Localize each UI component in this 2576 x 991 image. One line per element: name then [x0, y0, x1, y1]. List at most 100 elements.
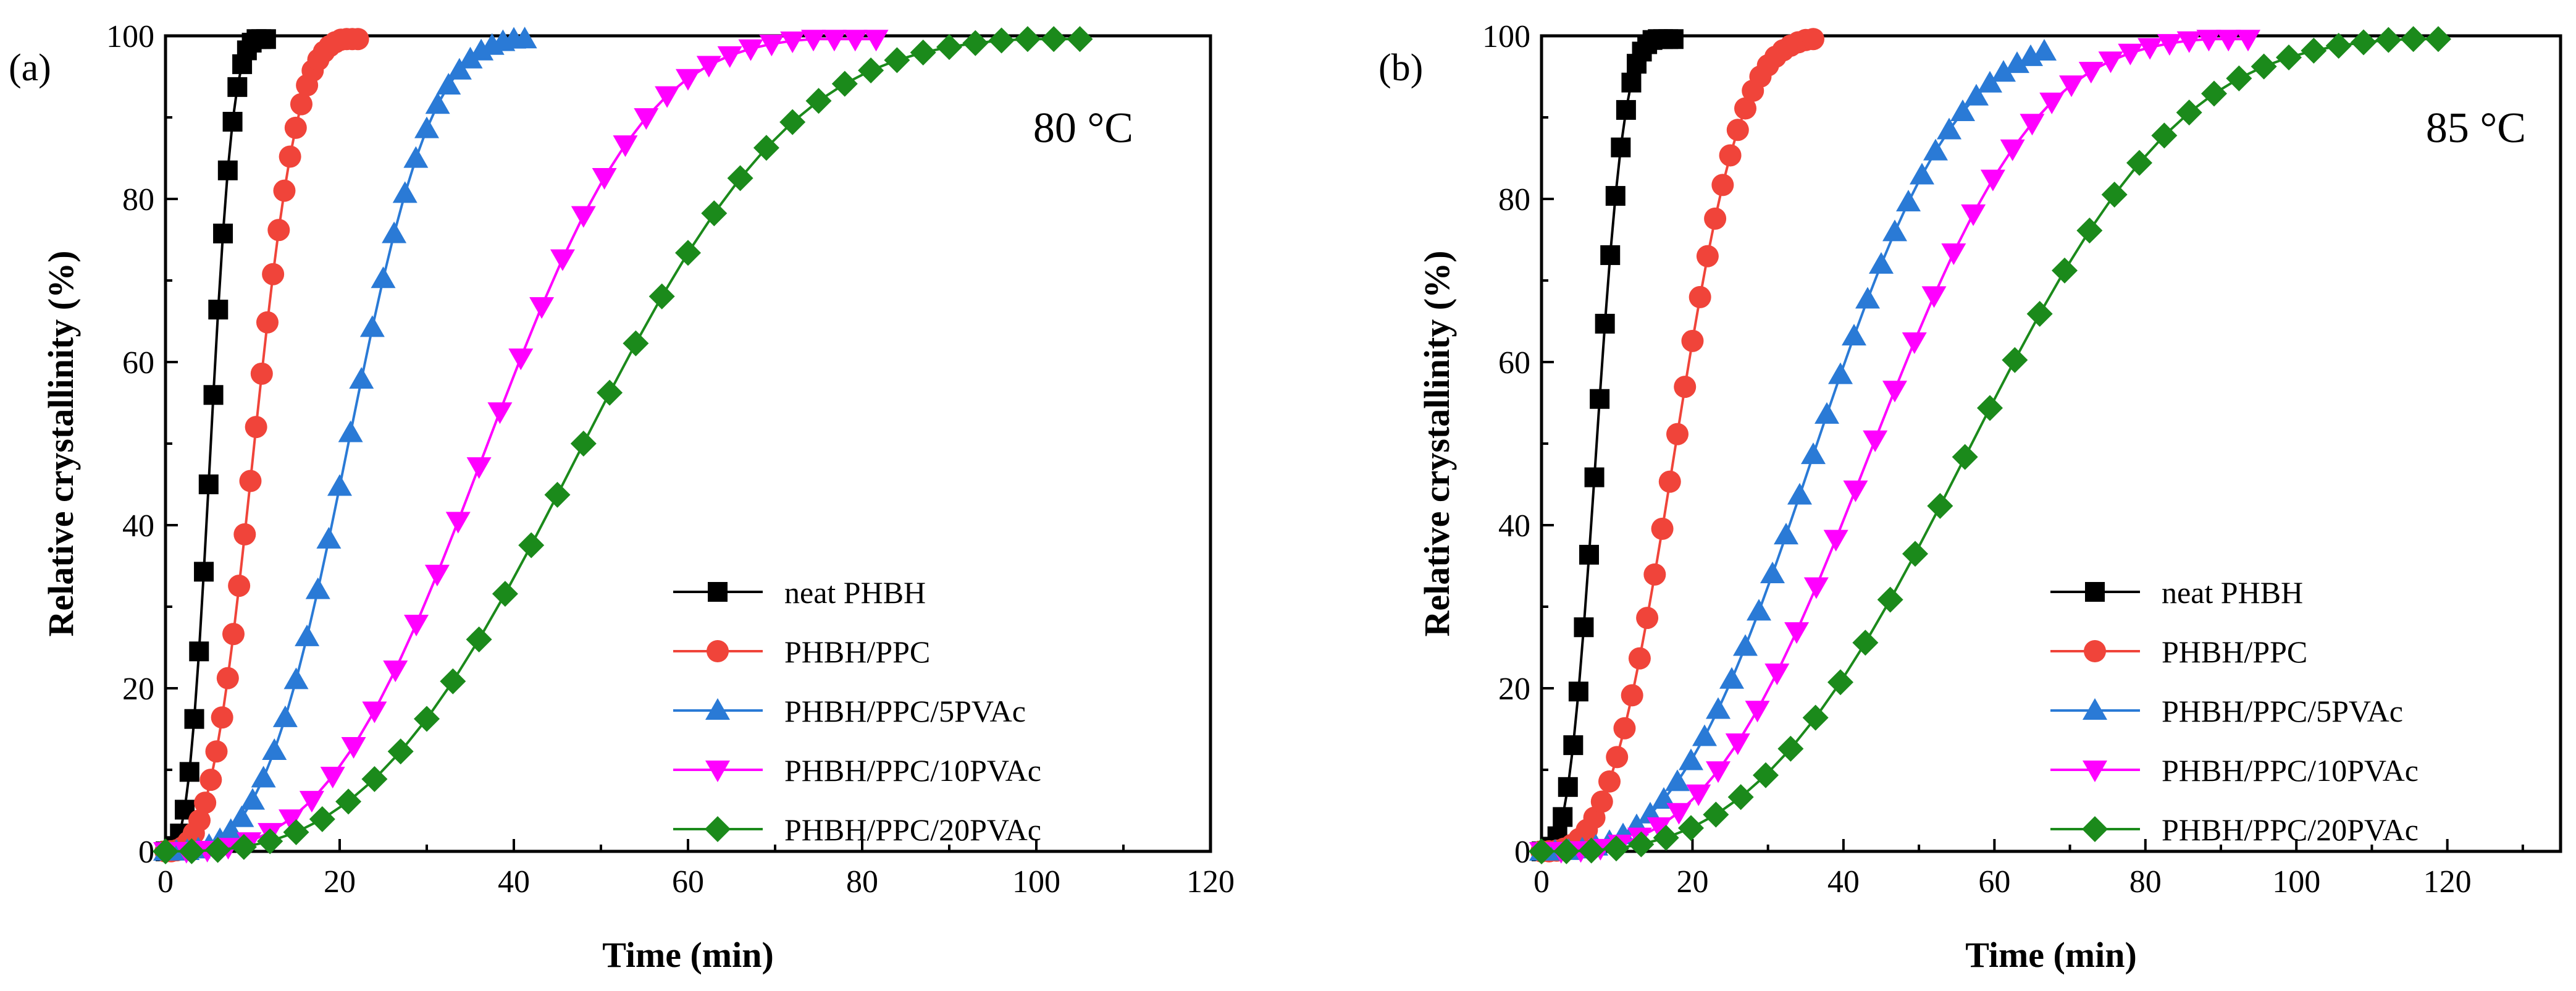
y-tick-label: 40 — [1498, 508, 1530, 544]
data-point — [1613, 717, 1636, 740]
data-point — [1711, 174, 1734, 196]
data-point — [863, 30, 889, 52]
data-point — [1787, 483, 1812, 505]
data-point — [257, 828, 283, 854]
data-point — [2020, 114, 2045, 136]
data-point — [279, 145, 301, 168]
legend-label: PHBH/PPC — [784, 635, 930, 669]
temperature-annotation: 85 °C — [2426, 104, 2526, 152]
data-point — [309, 806, 335, 832]
y-axis: 0 20 40 60 80 100 — [106, 19, 178, 870]
data-point — [884, 47, 910, 74]
data-point — [222, 112, 243, 132]
data-point — [701, 200, 728, 227]
panel-label: (a) — [9, 47, 51, 89]
data-point — [1991, 60, 2016, 82]
data-point — [1666, 423, 1689, 445]
data-point — [1733, 634, 1758, 656]
data-point — [1651, 517, 1674, 540]
data-point — [436, 72, 461, 95]
data-point — [1747, 599, 1771, 621]
data-point — [1643, 563, 1666, 586]
series-neat-phbh — [1532, 29, 1684, 861]
x-tick-label: 100 — [1012, 864, 1060, 900]
data-point — [211, 706, 233, 729]
data-point — [228, 575, 251, 597]
data-point — [466, 626, 492, 652]
data-point — [1827, 669, 1853, 696]
temperature-annotation: 80 °C — [1033, 104, 1133, 152]
data-point — [414, 706, 440, 732]
data-point — [1553, 807, 1573, 827]
data-point — [1815, 402, 1839, 424]
data-point — [727, 165, 753, 192]
data-point — [1802, 28, 1824, 51]
series-phbh-ppc-5pvac — [1529, 39, 2057, 861]
data-point — [458, 46, 483, 69]
data-point — [2076, 217, 2103, 244]
data-point — [2216, 30, 2241, 52]
data-point — [1674, 376, 1697, 399]
series-line — [1541, 38, 1674, 853]
data-point — [1611, 137, 1631, 158]
series-line — [165, 38, 266, 853]
data-point — [290, 93, 313, 116]
data-point — [1558, 777, 1578, 797]
data-point — [1689, 285, 1711, 308]
data-point — [283, 667, 309, 689]
data-point — [1745, 701, 1770, 723]
data-point — [1803, 577, 1829, 599]
legend-marker — [2083, 761, 2107, 782]
data-point — [2325, 33, 2352, 59]
data-point — [1978, 70, 2002, 93]
data-point — [597, 379, 623, 406]
data-point — [2059, 75, 2084, 98]
y-tick-label: 40 — [122, 508, 154, 544]
x-tick-label: 120 — [2423, 864, 2472, 900]
series-phbh-ppc-20pvac — [153, 26, 1093, 864]
data-point — [1843, 480, 1868, 502]
data-point — [1842, 324, 1866, 346]
legend-marker — [708, 582, 728, 602]
legend-label: PHBH/PPC — [2162, 635, 2307, 669]
data-point — [2151, 122, 2178, 149]
data-point — [279, 809, 304, 832]
x-tick-label: 60 — [672, 864, 704, 900]
data-point — [2251, 53, 2277, 80]
y-tick-label: 100 — [1482, 19, 1530, 54]
data-point — [753, 135, 779, 161]
data-point — [1725, 733, 1750, 756]
data-point — [2026, 301, 2053, 327]
data-point — [492, 581, 518, 607]
data-point — [469, 38, 494, 61]
legend-marker — [2084, 640, 2106, 662]
data-point — [717, 46, 742, 68]
data-point — [1961, 204, 1986, 226]
data-point — [178, 838, 205, 864]
data-point — [1784, 622, 1810, 644]
data-point — [466, 457, 492, 479]
plot-frame — [1540, 34, 2562, 853]
data-point — [262, 263, 285, 285]
data-point — [1692, 724, 1717, 746]
data-point — [404, 614, 429, 636]
y-tick-label: 80 — [1498, 182, 1530, 217]
data-point — [256, 311, 279, 334]
legend-label: neat PHBH — [784, 575, 926, 610]
data-point — [1590, 389, 1610, 409]
data-point — [1563, 735, 1584, 756]
series-line — [165, 38, 876, 853]
data-point — [349, 367, 374, 389]
y-axis: 0 20 40 60 80 100 — [1482, 19, 1554, 870]
series-phbh-ppc-10pvac — [153, 30, 889, 864]
y-axis-title: Relative crystallinity (%) — [41, 251, 81, 637]
data-point — [1852, 630, 1879, 656]
data-point — [2276, 44, 2302, 70]
data-point — [634, 108, 659, 130]
data-point — [361, 765, 388, 792]
data-point — [648, 283, 675, 310]
data-point — [205, 740, 228, 763]
data-point — [295, 624, 320, 646]
data-point — [1621, 684, 1643, 707]
data-point — [1590, 790, 1613, 813]
